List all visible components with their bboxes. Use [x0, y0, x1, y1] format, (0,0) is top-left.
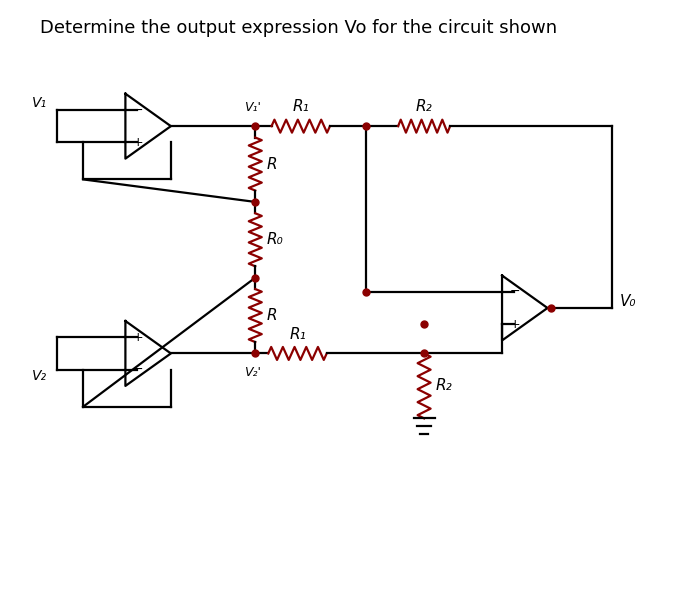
Text: R₁: R₁ [289, 327, 306, 342]
Text: +: + [510, 318, 520, 331]
Text: V₂: V₂ [32, 369, 48, 383]
Text: V₁: V₁ [32, 96, 48, 110]
Text: −: − [133, 103, 144, 116]
Text: R: R [267, 156, 278, 172]
Text: +: + [133, 136, 144, 149]
Text: R: R [267, 308, 278, 323]
Text: V₁': V₁' [244, 101, 260, 114]
Text: R₁: R₁ [293, 100, 309, 114]
Text: R₂: R₂ [416, 100, 433, 114]
Text: −: − [133, 363, 144, 376]
Text: −: − [510, 285, 520, 299]
Text: Determine the output expression Vo for the circuit shown: Determine the output expression Vo for t… [40, 19, 556, 37]
Text: R₀: R₀ [267, 232, 284, 247]
Text: V₂': V₂' [244, 366, 260, 379]
Text: R₂: R₂ [436, 378, 453, 394]
Text: +: + [133, 331, 144, 344]
Text: V₀: V₀ [620, 294, 637, 309]
